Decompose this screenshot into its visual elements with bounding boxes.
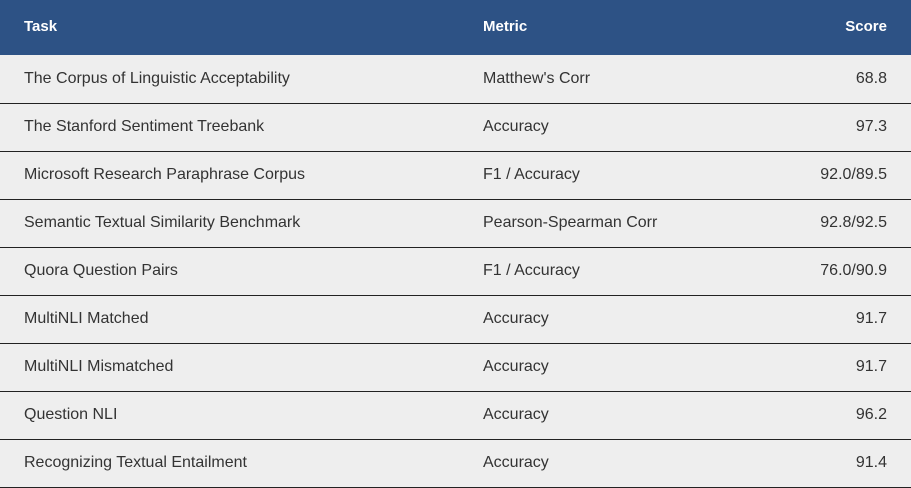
column-header-task: Task	[24, 18, 58, 35]
score-cell: 91.7	[855, 358, 887, 375]
table-row: The Stanford Sentiment Treebank Accuracy…	[0, 103, 911, 151]
metric-cell: Matthew's Corr	[483, 69, 591, 87]
table-row: Question NLI Accuracy 96.2	[0, 391, 911, 439]
metric-cell: F1 / Accuracy	[483, 262, 580, 279]
task-cell: MultiNLI Matched	[24, 310, 149, 327]
score-cell: 68.8	[855, 69, 887, 87]
score-cell: 92.0/89.5	[820, 166, 887, 183]
table-row: MultiNLI Mismatched Accuracy 91.7	[0, 343, 911, 391]
metric-cell: Accuracy	[483, 406, 549, 423]
table-header: Task Metric Score	[0, 0, 911, 55]
score-cell: 97.3	[855, 118, 887, 135]
table-row: MultiNLI Matched Accuracy 91.7	[0, 295, 911, 343]
task-cell: Microsoft Research Paraphrase Corpus	[24, 166, 306, 183]
table-row: Quora Question Pairs F1 / Accuracy 76.0/…	[0, 247, 911, 295]
task-cell: Question NLI	[24, 406, 118, 423]
column-header-metric: Metric	[483, 18, 528, 35]
score-cell: 76.0/90.9	[820, 262, 887, 279]
header-row: Task Metric Score	[0, 0, 911, 55]
task-cell: Recognizing Textual Entailment	[24, 454, 247, 471]
task-cell: The Corpus of Linguistic Acceptability	[24, 69, 290, 87]
metric-cell: Accuracy	[483, 358, 549, 375]
score-cell: 92.8/92.5	[820, 214, 887, 231]
column-header-score: Score	[845, 18, 887, 35]
table-row: The Corpus of Linguistic Acceptability M…	[0, 55, 911, 103]
task-cell: MultiNLI Mismatched	[24, 358, 174, 375]
metric-cell: Accuracy	[483, 310, 549, 327]
table-row: Semantic Textual Similarity Benchmark Pe…	[0, 199, 911, 247]
table-row: Recognizing Textual Entailment Accuracy …	[0, 439, 911, 487]
metric-cell: Accuracy	[483, 118, 549, 135]
task-cell: Quora Question Pairs	[24, 262, 178, 279]
score-cell: 91.7	[855, 310, 887, 327]
table-row: Microsoft Research Paraphrase Corpus F1 …	[0, 151, 911, 199]
metric-cell: Pearson-Spearman Corr	[483, 214, 658, 231]
score-cell: 91.4	[855, 454, 887, 471]
metric-cell: F1 / Accuracy	[483, 166, 580, 183]
metric-cell: Accuracy	[483, 454, 549, 471]
score-cell: 96.2	[855, 406, 887, 423]
task-cell: Semantic Textual Similarity Benchmark	[24, 214, 301, 231]
table-body: The Corpus of Linguistic Acceptability M…	[0, 55, 911, 487]
task-cell: The Stanford Sentiment Treebank	[24, 118, 265, 135]
